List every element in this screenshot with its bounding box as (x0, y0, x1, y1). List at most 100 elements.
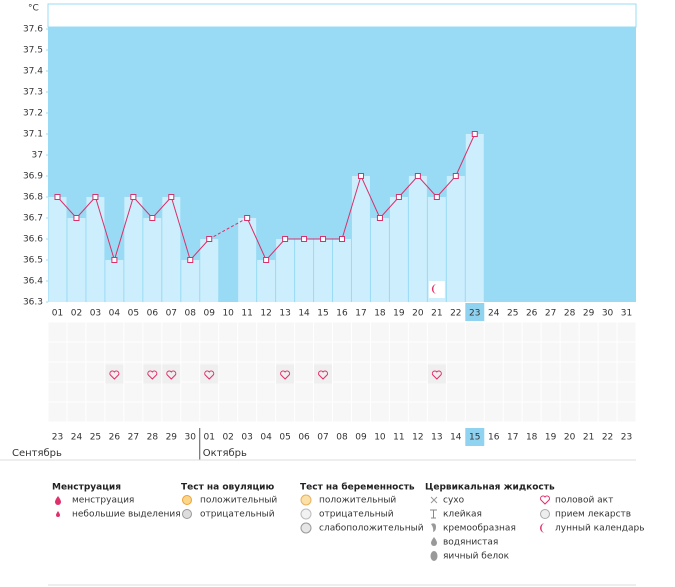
grid-cell (503, 322, 522, 342)
grid-cell (162, 342, 181, 362)
grid-cell (238, 342, 257, 362)
temperature-bar (427, 197, 446, 302)
grid-cell (333, 402, 351, 422)
temperature-point (130, 194, 137, 200)
y-tick-label: 37.2 (23, 109, 43, 119)
heart-icon (318, 370, 329, 380)
grid-cell (560, 322, 579, 342)
grid-cell (86, 402, 105, 422)
grid-cell (143, 342, 162, 362)
grid-cell (124, 382, 143, 402)
grid-cell (181, 382, 200, 402)
x-tick-label: 28 (564, 309, 576, 319)
grid-cell (276, 382, 295, 402)
grid-cell (427, 342, 446, 362)
grid-cell (617, 382, 636, 402)
grid-cell (389, 342, 408, 362)
date-label: 12 (412, 433, 423, 443)
grid-cell (522, 382, 541, 402)
grid-cell (389, 322, 408, 342)
grid-cell (295, 402, 314, 422)
grid-cell (333, 342, 351, 362)
y-tick-label: 36.7 (23, 214, 43, 224)
legend-title: Цервикальная жидкость (425, 483, 555, 493)
date-label: 26 (109, 433, 121, 443)
temperature-point (111, 257, 118, 263)
y-tick-label: 36.8 (23, 193, 43, 203)
x-tick-label: 26 (526, 309, 538, 319)
grid-cell (48, 362, 67, 382)
grid-cell (389, 382, 408, 402)
legend: Менструация менструация небольшие выделе… (52, 482, 645, 562)
grid-cell (446, 342, 465, 362)
temperature-point (433, 194, 440, 200)
temperature-bar (48, 197, 67, 302)
grid-cell (503, 362, 522, 382)
grid-cell (200, 402, 219, 422)
legend-item: прием лекарств (555, 510, 631, 520)
legend-item: отрицательный (319, 510, 394, 520)
heart-cell (314, 364, 333, 384)
grid-cell (314, 382, 333, 402)
month-label: Сентябрь (12, 448, 62, 459)
legend-item: положительный (200, 496, 277, 506)
x-tick-label: 08 (185, 309, 197, 319)
x-tick-label: 11 (241, 309, 252, 319)
legend-item: отрицательный (200, 510, 275, 520)
grid-cell (257, 382, 276, 402)
grid-cell (314, 322, 333, 342)
y-tick-label: 37.3 (23, 88, 43, 98)
temperature-bar (465, 134, 484, 302)
grid-cell (446, 402, 465, 422)
grid-cell (503, 342, 522, 362)
temperature-point (187, 257, 194, 263)
grid-cell (370, 382, 389, 402)
grid-cell (276, 342, 295, 362)
temperature-bar (408, 176, 427, 302)
grid-cell (48, 322, 67, 342)
gap-bridge (208, 217, 248, 240)
grid-cell (465, 342, 484, 362)
grid-cell (484, 342, 503, 362)
grid-cell (162, 322, 181, 342)
temperature-bar (200, 239, 219, 302)
temperature-point (320, 236, 327, 242)
x-tick-label: 01 (52, 309, 63, 319)
grid-cell (484, 402, 503, 422)
grid-cell (238, 322, 257, 342)
grid-cell (86, 362, 105, 382)
date-label: 02 (222, 433, 233, 443)
icon (540, 509, 550, 519)
icon (182, 509, 192, 519)
heart-icon (280, 370, 291, 380)
grid-cell (446, 382, 465, 402)
temperature-point (149, 215, 156, 221)
grid-cell (579, 402, 598, 422)
grid-cell (86, 382, 105, 402)
grid-cell (617, 402, 636, 422)
y-tick-label: 36.4 (23, 277, 43, 287)
temperature-point (452, 173, 459, 179)
x-tick-label: 04 (109, 309, 121, 319)
date-label: 25 (90, 433, 101, 443)
date-label: 28 (147, 433, 159, 443)
temperature-point (244, 215, 251, 221)
grid-cell (522, 362, 541, 382)
grid-cell (560, 362, 579, 382)
lunar-icon (431, 284, 437, 294)
heart-cell (276, 364, 295, 384)
date-label: 08 (336, 433, 348, 443)
x-tick-label: 22 (450, 309, 461, 319)
temperature-bar (351, 176, 370, 302)
date-highlight (465, 428, 485, 446)
date-label: 24 (71, 433, 83, 443)
grid-cell (295, 322, 314, 342)
x-tick-label: 14 (298, 309, 310, 319)
grid-cell (257, 342, 276, 362)
x-tick-label: 24 (488, 309, 500, 319)
temperature-point (301, 236, 308, 242)
date-label: 20 (564, 433, 576, 443)
temperature-bar (105, 260, 124, 302)
x-tick-label: 06 (147, 309, 159, 319)
